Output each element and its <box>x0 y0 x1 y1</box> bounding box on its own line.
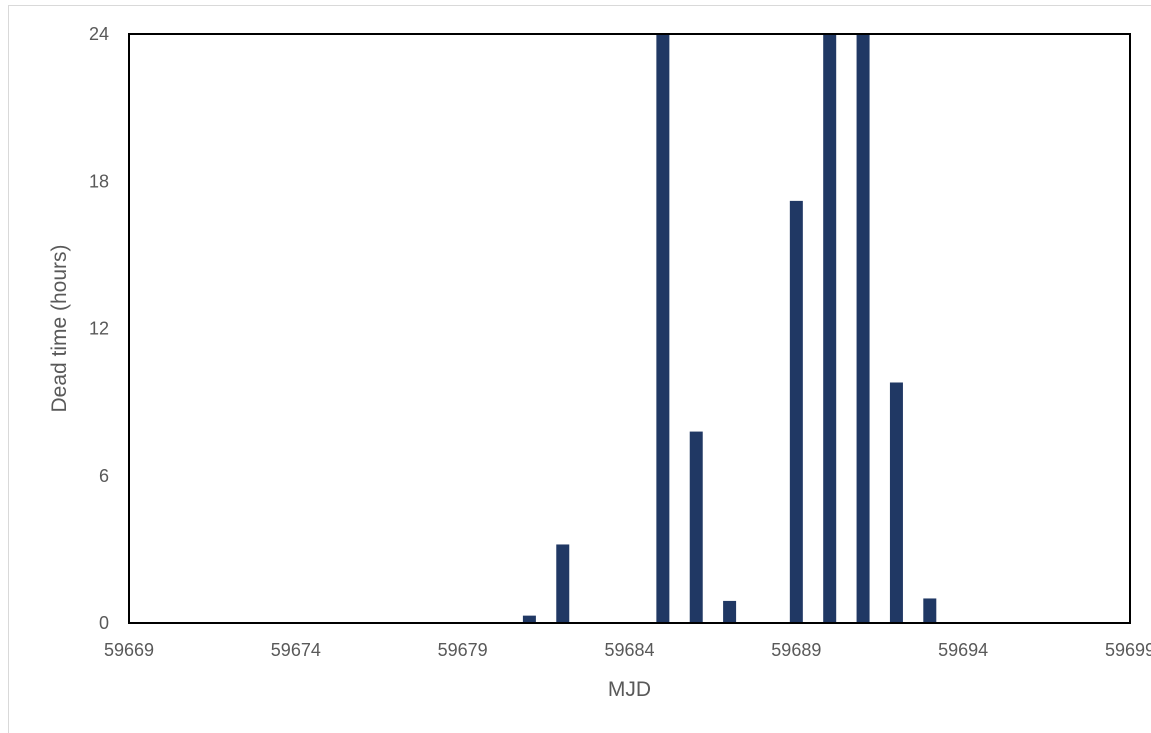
bar-59686 <box>689 431 703 623</box>
bar-59691 <box>856 34 870 623</box>
x-tick-label: 59699 <box>1105 640 1151 660</box>
bar-59693 <box>923 598 937 623</box>
x-tick-label: 59689 <box>771 640 821 660</box>
y-axis-title: Dead time (hours) <box>48 244 71 412</box>
bars-group <box>522 34 937 623</box>
y-tick-label: 24 <box>89 24 109 44</box>
chart-frame <box>8 5 1151 733</box>
x-axis-title: MJD <box>608 678 651 701</box>
bar-59682 <box>556 544 570 623</box>
x-tick-labels: 59669 59674 59679 59684 59689 59694 59699 <box>104 640 1151 660</box>
plot-area-border <box>128 33 1131 624</box>
bar-59687 <box>723 600 737 623</box>
y-tick-label: 18 <box>89 171 109 191</box>
bar-59685 <box>656 34 670 623</box>
bar-59690 <box>823 34 837 623</box>
bar-59692 <box>889 382 903 623</box>
x-tick-label: 59674 <box>271 640 321 660</box>
bar-59689 <box>789 200 803 623</box>
y-tick-label: 12 <box>89 319 109 339</box>
x-tick-label: 59684 <box>604 640 654 660</box>
y-tick-label: 6 <box>99 466 109 486</box>
x-tick-label: 59679 <box>438 640 488 660</box>
y-tick-labels: 0 6 12 18 24 <box>89 24 109 633</box>
x-tick-label: 59694 <box>938 640 988 660</box>
bar-59681 <box>522 615 536 623</box>
y-tick-label: 0 <box>99 613 109 633</box>
x-tick-label: 59669 <box>104 640 154 660</box>
